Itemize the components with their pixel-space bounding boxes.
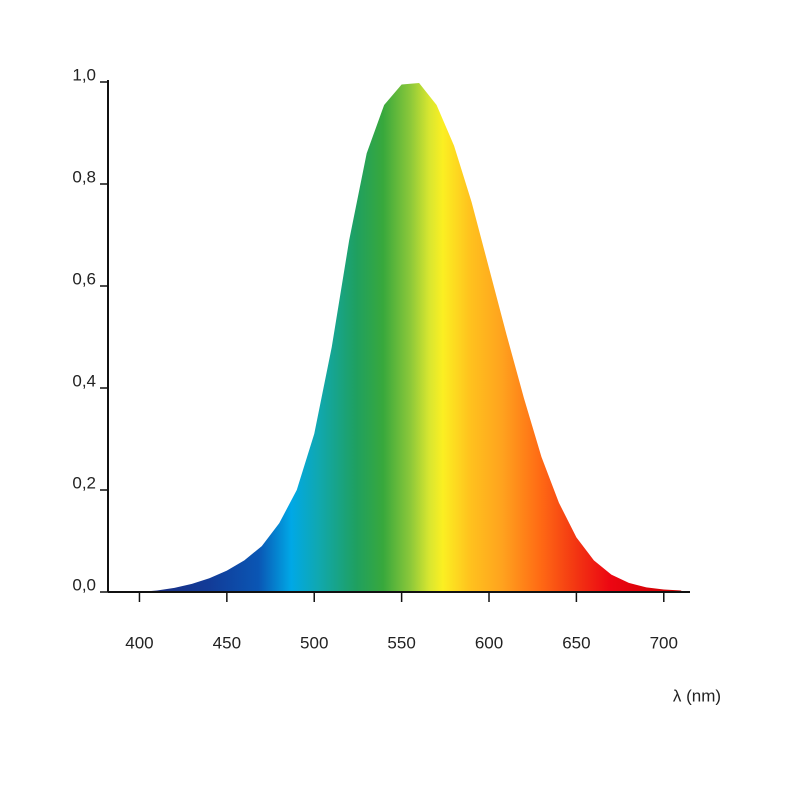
y-tick-label: 0,0 xyxy=(72,575,96,594)
y-tick-label: 0,8 xyxy=(72,167,96,186)
y-tick-label: 1,0 xyxy=(72,65,96,84)
x-tick-label: 650 xyxy=(562,633,590,652)
x-tick-label: 450 xyxy=(213,633,241,652)
x-tick-label: 700 xyxy=(650,633,678,652)
y-tick-label: 0,2 xyxy=(72,473,96,492)
x-tick-label: 400 xyxy=(125,633,153,652)
y-tick-label: 0,4 xyxy=(72,371,96,390)
area xyxy=(139,83,682,593)
x-axis-label: λ (nm) xyxy=(673,686,721,705)
x-tick-label: 550 xyxy=(387,633,415,652)
x-tick-label: 600 xyxy=(475,633,503,652)
y-tick-label: 0,6 xyxy=(72,269,96,288)
x-tick-label: 500 xyxy=(300,633,328,652)
